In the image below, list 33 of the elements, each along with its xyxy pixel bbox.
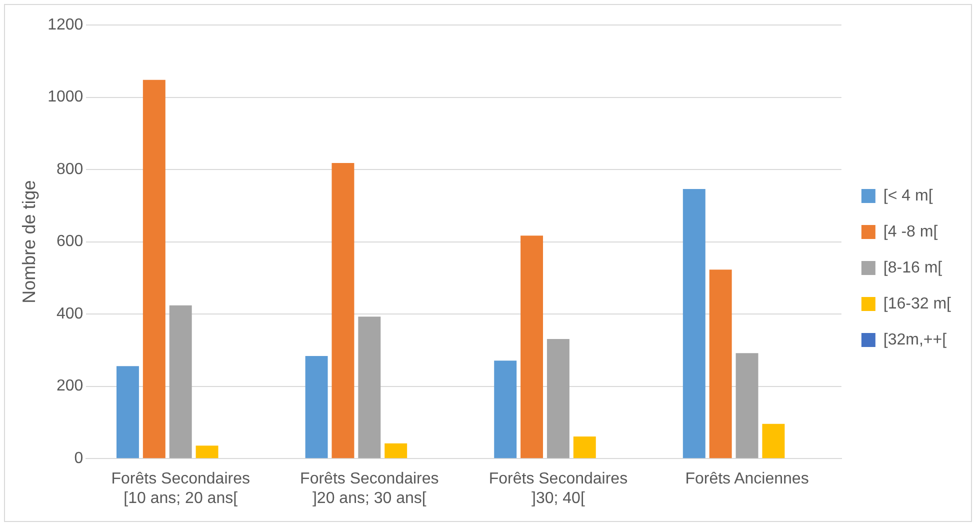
bar <box>520 236 544 458</box>
x-tick-label: Forêts Secondaires ]20 ans; 30 ans[ <box>300 470 439 507</box>
x-tick-label: Forêts Secondaires [10 ans; 20 ans[ <box>111 470 250 507</box>
bar <box>573 436 596 458</box>
bar <box>762 424 785 458</box>
legend-label: [< 4 m[ <box>883 187 934 204</box>
bar <box>358 316 381 458</box>
bar <box>494 360 517 458</box>
y-tick-label: 1200 <box>48 16 84 34</box>
legend-label: [4 -8 m[ <box>883 223 938 240</box>
y-tick-label: 0 <box>74 450 84 468</box>
y-tick-label: 1000 <box>48 88 84 106</box>
bar <box>546 339 570 458</box>
bar <box>305 356 328 458</box>
bar <box>169 305 192 458</box>
legend-label: [32m,++[ <box>883 331 948 348</box>
bar <box>682 189 706 458</box>
x-tick-label: Forêts Secondaires ]30; 40[ <box>488 470 628 507</box>
bar <box>142 80 166 458</box>
legend-label: [16-32 m[ <box>883 295 952 312</box>
y-tick-label: 400 <box>56 305 84 322</box>
bar <box>384 443 408 458</box>
legend-label: [8-16 m[ <box>883 259 943 276</box>
y-tick-label: 800 <box>56 160 84 178</box>
bar <box>196 446 218 458</box>
y-tick-label: 200 <box>56 378 84 395</box>
bar <box>709 270 732 458</box>
bar <box>736 353 758 458</box>
bar <box>116 366 139 458</box>
y-axis-title: Nombre de tige <box>18 180 39 304</box>
x-tick-label: Forêts Anciennes <box>685 470 809 488</box>
bar <box>332 163 354 458</box>
y-tick-label: 600 <box>56 233 84 250</box>
